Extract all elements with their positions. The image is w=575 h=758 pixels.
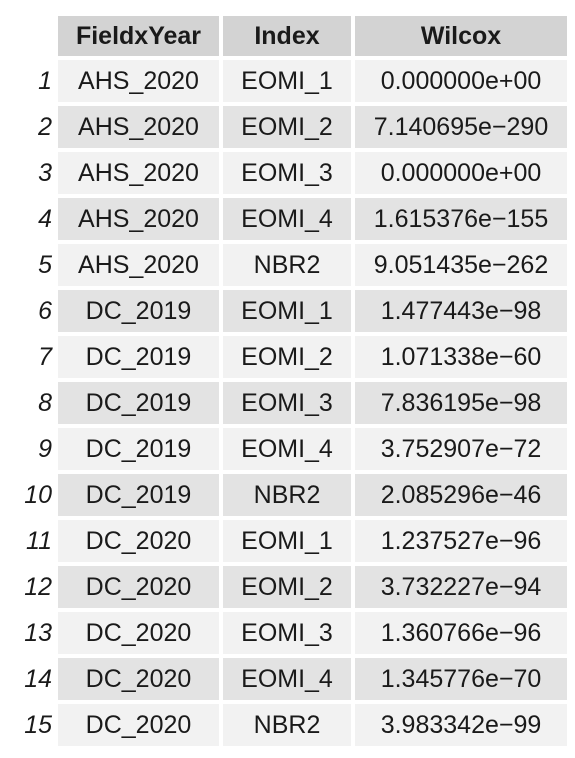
index-cell: EOMI_3	[223, 612, 351, 654]
index-cell: EOMI_3	[223, 152, 351, 194]
wilcox-cell: 7.836195e−98	[355, 382, 567, 424]
row-number-cell: 14	[24, 664, 52, 693]
index-cell: NBR2	[223, 474, 351, 516]
wilcox-cell: 1.615376e−155	[355, 198, 567, 240]
fieldxyear-cell: AHS_2020	[58, 60, 219, 102]
results-table: FieldxYear Index Wilcox 1 AHS_2020 EOMI_1 0…	[12, 12, 571, 750]
results-table-container: FieldxYear Index Wilcox 1 AHS_2020 EOMI_1 0…	[12, 12, 571, 750]
index-cell: NBR2	[223, 244, 351, 286]
table-body: 1 AHS_2020 EOMI_1 0.000000e+00 2 AHS_2020 EOMI…	[16, 60, 567, 746]
fieldxyear-cell: AHS_2020	[58, 198, 219, 240]
fieldxyear-cell: AHS_2020	[58, 152, 219, 194]
fieldxyear-cell: DC_2020	[58, 704, 219, 746]
table-row: 4 AHS_2020 EOMI_4 1.615376e−155	[16, 198, 567, 240]
table-row: 11 DC_2020 EOMI_1 1.237527e−96	[16, 520, 567, 562]
index-cell: EOMI_4	[223, 428, 351, 470]
table-row: 10 DC_2019 NBR2 2.085296e−46	[16, 474, 567, 516]
row-number-cell: 7	[38, 342, 52, 371]
table-row: 5 AHS_2020 NBR2 9.051435e−262	[16, 244, 567, 286]
fieldxyear-cell: DC_2020	[58, 658, 219, 700]
row-number-cell: 3	[38, 158, 52, 187]
table-row: 15 DC_2020 NBR2 3.983342e−99	[16, 704, 567, 746]
row-number-cell: 2	[38, 112, 52, 141]
fieldxyear-cell: DC_2020	[58, 566, 219, 608]
row-number-cell: 8	[38, 388, 52, 417]
table-row: 8 DC_2019 EOMI_3 7.836195e−98	[16, 382, 567, 424]
row-number-cell: 15	[24, 710, 52, 739]
wilcox-cell: 1.345776e−70	[355, 658, 567, 700]
fieldxyear-cell: DC_2020	[58, 520, 219, 562]
index-cell: EOMI_2	[223, 106, 351, 148]
wilcox-cell: 9.051435e−262	[355, 244, 567, 286]
row-number-cell: 6	[38, 296, 52, 325]
row-number-cell: 13	[24, 618, 52, 647]
table-row: 7 DC_2019 EOMI_2 1.071338e−60	[16, 336, 567, 378]
fieldxyear-cell: DC_2019	[58, 474, 219, 516]
table-row: 14 DC_2020 EOMI_4 1.345776e−70	[16, 658, 567, 700]
index-cell: EOMI_1	[223, 520, 351, 562]
table-row: 13 DC_2020 EOMI_3 1.360766e−96	[16, 612, 567, 654]
wilcox-cell: 0.000000e+00	[355, 152, 567, 194]
table-row: 1 AHS_2020 EOMI_1 0.000000e+00	[16, 60, 567, 102]
index-cell: EOMI_2	[223, 336, 351, 378]
fieldxyear-header: FieldxYear	[58, 16, 219, 56]
row-number-cell: 11	[26, 526, 52, 555]
index-cell: EOMI_1	[223, 60, 351, 102]
row-number-cell: 5	[38, 250, 52, 279]
fieldxyear-cell: DC_2019	[58, 382, 219, 424]
fieldxyear-cell: AHS_2020	[58, 106, 219, 148]
index-header: Index	[223, 16, 351, 56]
table-row: 3 AHS_2020 EOMI_3 0.000000e+00	[16, 152, 567, 194]
row-number-cell: 9	[38, 434, 52, 463]
fieldxyear-cell: DC_2020	[58, 612, 219, 654]
index-cell: EOMI_3	[223, 382, 351, 424]
row-number-header	[16, 16, 54, 56]
wilcox-cell: 2.085296e−46	[355, 474, 567, 516]
header-row: FieldxYear Index Wilcox	[16, 16, 567, 56]
row-number-cell: 1	[38, 66, 52, 95]
fieldxyear-cell: DC_2019	[58, 428, 219, 470]
row-number-cell: 12	[24, 572, 52, 601]
table-row: 6 DC_2019 EOMI_1 1.477443e−98	[16, 290, 567, 332]
wilcox-cell: 1.360766e−96	[355, 612, 567, 654]
wilcox-cell: 3.732227e−94	[355, 566, 567, 608]
wilcox-cell: 1.071338e−60	[355, 336, 567, 378]
table-row: 2 AHS_2020 EOMI_2 7.140695e−290	[16, 106, 567, 148]
fieldxyear-cell: DC_2019	[58, 290, 219, 332]
wilcox-cell: 0.000000e+00	[355, 60, 567, 102]
row-number-cell: 4	[38, 204, 52, 233]
fieldxyear-cell: AHS_2020	[58, 244, 219, 286]
index-cell: EOMI_2	[223, 566, 351, 608]
fieldxyear-cell: DC_2019	[58, 336, 219, 378]
index-cell: EOMI_4	[223, 658, 351, 700]
row-number-cell: 10	[24, 480, 52, 509]
wilcox-cell: 3.752907e−72	[355, 428, 567, 470]
index-cell: EOMI_1	[223, 290, 351, 332]
wilcox-cell: 7.140695e−290	[355, 106, 567, 148]
wilcox-cell: 1.237527e−96	[355, 520, 567, 562]
index-cell: NBR2	[223, 704, 351, 746]
wilcox-cell: 1.477443e−98	[355, 290, 567, 332]
wilcox-header: Wilcox	[355, 16, 567, 56]
index-cell: EOMI_4	[223, 198, 351, 240]
table-row: 12 DC_2020 EOMI_2 3.732227e−94	[16, 566, 567, 608]
table-row: 9 DC_2019 EOMI_4 3.752907e−72	[16, 428, 567, 470]
wilcox-cell: 3.983342e−99	[355, 704, 567, 746]
